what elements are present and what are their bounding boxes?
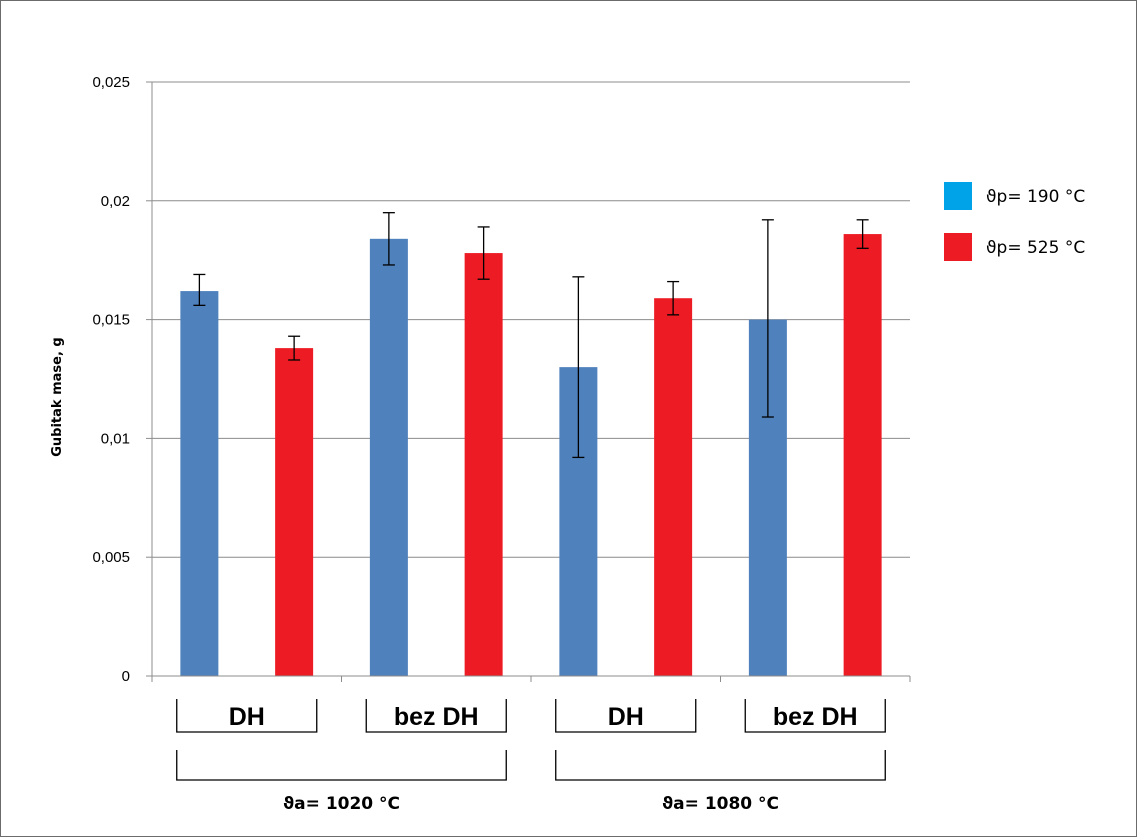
group-label: ϑa= 1080 °C [662, 794, 779, 814]
group-label: ϑa= 1020 °C [283, 794, 400, 814]
group-bracket [176, 750, 507, 781]
bar [654, 298, 693, 676]
y-tick-label: 0,02 [101, 193, 130, 210]
category-bracket [555, 699, 697, 733]
y-axis-label: Gubitak mase, g [50, 337, 65, 457]
legend-label: ϑp= 525 °C [986, 238, 1085, 258]
bar [180, 291, 219, 676]
legend: ϑp= 190 °C ϑp= 525 °C [944, 182, 1085, 261]
bar [843, 234, 882, 676]
y-tick-label: 0,005 [92, 549, 130, 566]
y-tick-label: 0,01 [101, 430, 130, 447]
bar [275, 348, 314, 676]
category-bracket [365, 699, 507, 733]
error-bars [193, 212, 869, 459]
legend-swatch [944, 233, 972, 261]
grid-lines [152, 81, 910, 558]
legend-swatch [944, 182, 972, 210]
y-tick-label: 0,015 [92, 312, 130, 329]
bars [180, 234, 882, 677]
category-label: bez DH [773, 703, 858, 731]
category-label: DH [608, 703, 644, 731]
category-label: bez DH [394, 703, 479, 731]
bar [369, 238, 408, 677]
y-tick-label: 0,025 [92, 74, 130, 91]
category-bracket [176, 699, 318, 733]
group-bracket [555, 750, 886, 781]
legend-label: ϑp= 190 °C [986, 187, 1085, 207]
category-label: DH [229, 703, 265, 731]
category-bracket [744, 699, 886, 733]
y-axis: 0 0,005 0,01 0,015 0,02 0,025 [92, 74, 153, 685]
x-axis: DH bez DH DH bez DH ϑa= 1020 °C ϑa= 1080 °C [151, 675, 911, 814]
bar [464, 253, 503, 676]
y-tick-label: 0 [122, 668, 130, 685]
